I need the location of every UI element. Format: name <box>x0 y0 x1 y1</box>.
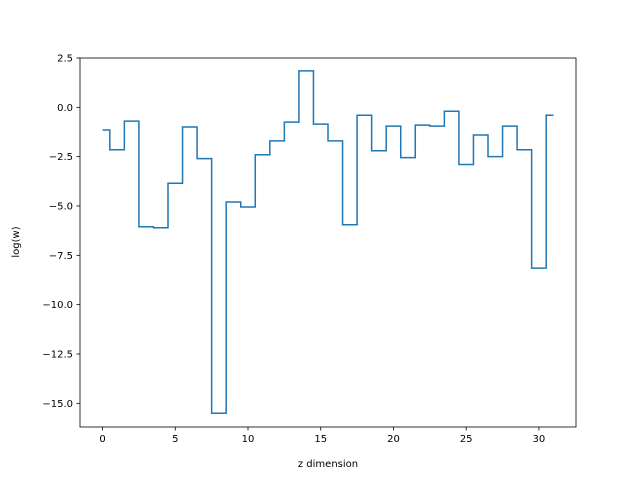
y-tick-label: −10.0 <box>42 300 73 311</box>
series-step-line <box>102 70 554 414</box>
y-tick-label: −15.0 <box>42 399 73 410</box>
y-tick-label: −7.5 <box>49 251 73 262</box>
y-tick-label: −5.0 <box>49 201 73 212</box>
x-tick-label: 30 <box>533 434 546 445</box>
y-tick-label: 2.5 <box>57 54 73 65</box>
axis-ticks: 0 5 10 15 20 25 30 2.5 0.0 −2.5 −5.0 −7.5 −10.0 −12.5… <box>42 54 545 446</box>
y-axis-label: log(w) <box>11 226 22 257</box>
y-tick-label: −2.5 <box>49 152 73 163</box>
x-tick-label: 10 <box>242 434 255 445</box>
x-axis-label: z dimension <box>298 459 358 470</box>
plot-area <box>80 58 576 427</box>
series-group <box>102 70 554 414</box>
x-tick-label: 20 <box>387 434 400 445</box>
y-tick-label: −12.5 <box>42 349 73 360</box>
y-tick-label: 0.0 <box>57 103 73 114</box>
x-tick-label: 5 <box>172 434 178 445</box>
x-tick-label: 15 <box>314 434 327 445</box>
x-tick-label: 25 <box>460 434 473 445</box>
plot-frame <box>79 57 577 428</box>
x-tick-label: 0 <box>99 434 105 445</box>
